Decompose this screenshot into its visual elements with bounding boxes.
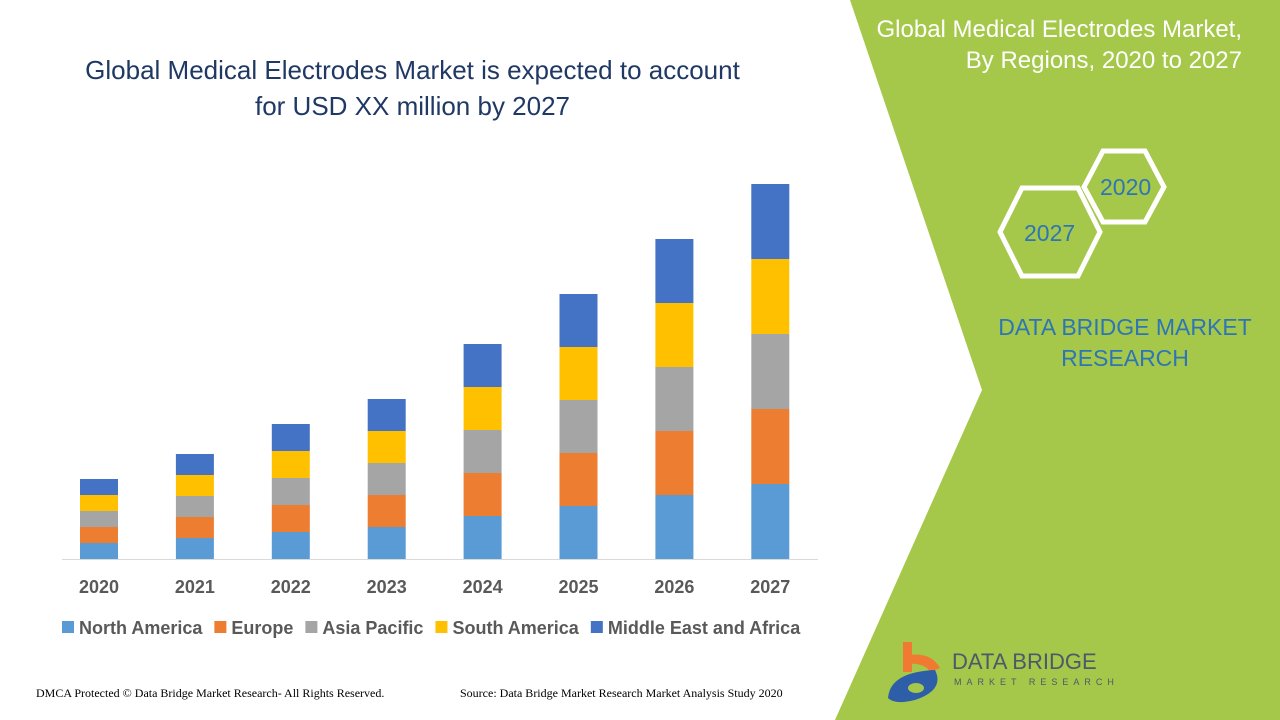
bar-segment-2020-asia-pacific [80, 511, 118, 527]
chart-title: Global Medical Electrodes Market is expe… [40, 52, 785, 124]
legend-label: Asia Pacific [322, 618, 423, 638]
bar-segment-2022-asia-pacific [271, 478, 310, 505]
bar-segment-2024-north-america [463, 516, 502, 559]
hexagon-2027 [997, 185, 1103, 279]
bar-segment-2027-south-america [751, 259, 790, 334]
x-tick-label: 2021 [175, 577, 215, 597]
data-bridge-logo-icon [888, 642, 940, 703]
legend-swatch [62, 621, 74, 633]
bar-segment-2027-europe [751, 409, 790, 484]
x-tick-label: 2025 [558, 577, 598, 597]
bar-segment-2026-south-america [655, 303, 694, 367]
brand-text: DATA BRIDGE MARKET RESEARCH [985, 312, 1265, 374]
bar-segment-2023-south-america [367, 431, 406, 463]
bar-segment-2026-europe [655, 431, 694, 495]
stacked-bar-chart: 2020 2021 2022 2023 2024 2025 2026 2027 North Am… [62, 184, 818, 638]
bar-segment-2020-europe [80, 527, 118, 543]
bar-segment-2024-europe [463, 473, 502, 516]
hexagon-2020 [1081, 148, 1167, 225]
bar-segment-2025-south-america [559, 347, 598, 400]
legend-label: Middle East and Africa [608, 618, 801, 638]
bar-segment-2022-middle-east-and-africa [271, 424, 310, 451]
panel-title-line-2: By Regions, 2020 to 2027 [965, 47, 1242, 74]
x-tick-label: 2023 [367, 577, 407, 597]
bar-segment-2027-middle-east-and-africa [751, 184, 790, 259]
bar-segment-2026-asia-pacific [655, 367, 694, 431]
bar-segment-2025-north-america [559, 506, 598, 559]
legend-swatch [214, 621, 227, 633]
bar-segment-2023-asia-pacific [367, 463, 406, 495]
bar-segment-2020-middle-east-and-africa [80, 479, 118, 495]
bar-segment-2025-asia-pacific [559, 400, 598, 453]
footer-source: Source: Data Bridge Market Research Mark… [460, 686, 783, 700]
bar-segment-2021-middle-east-and-africa [175, 454, 214, 475]
bar-segment-2021-europe [175, 517, 214, 538]
x-tick-label: 2027 [750, 577, 790, 597]
bar-segment-2027-asia-pacific [751, 334, 790, 409]
bar-segment-2026-middle-east-and-africa [655, 239, 694, 303]
x-tick-label: 2024 [463, 577, 503, 597]
bar-segment-2022-south-america [271, 451, 310, 478]
brand-line-1: DATA BRIDGE MARKET [998, 314, 1252, 340]
panel-title-line-1: Global Medical Electrodes Market, [876, 16, 1242, 43]
hex-label-2027: 2027 [1024, 220, 1076, 246]
bar-segment-2027-north-america [751, 484, 790, 559]
legend-label: South America [452, 618, 579, 638]
x-tick-label: 2026 [654, 577, 694, 597]
bar-segment-2021-asia-pacific [175, 496, 214, 517]
panel-title: Global Medical Electrodes Market, By Reg… [842, 14, 1242, 76]
bar-segment-2023-middle-east-and-africa [367, 399, 406, 431]
bar-segment-2024-asia-pacific [463, 430, 502, 473]
bar-segment-2024-south-america [463, 387, 502, 430]
bar-segment-2022-europe [271, 505, 310, 532]
bar-segment-2025-europe [559, 453, 598, 506]
legend-swatch [435, 621, 448, 633]
logo-text: DATA BRIDGE [952, 649, 1097, 674]
bar-segment-2023-north-america [367, 527, 406, 559]
bar-segment-2021-south-america [175, 475, 214, 496]
hex-label-2020: 2020 [1100, 174, 1152, 200]
legend-swatch [590, 621, 603, 633]
x-tick-label: 2020 [79, 577, 119, 597]
title-line-1: Global Medical Electrodes Market is expe… [85, 55, 740, 85]
bar-segment-2020-south-america [80, 495, 118, 511]
bar-segment-2026-north-america [655, 495, 694, 559]
legend-swatch [305, 621, 318, 633]
logo-subtext: MARKET RESEARCH [954, 677, 1119, 687]
bar-segment-2022-north-america [271, 532, 310, 559]
legend-label: North America [79, 618, 203, 638]
bar-segment-2020-north-america [80, 543, 118, 559]
brand-line-2: RESEARCH [1061, 345, 1189, 371]
bar-segment-2023-europe [367, 495, 406, 527]
bar-segment-2024-middle-east-and-africa [463, 344, 502, 387]
footer-copyright: DMCA Protected © Data Bridge Market Rese… [36, 686, 385, 700]
legend-label: Europe [231, 618, 293, 638]
bar-segment-2021-north-america [175, 538, 214, 559]
green-side-panel [835, 0, 1280, 720]
title-line-2: for USD XX million by 2027 [254, 91, 571, 121]
bar-segment-2025-middle-east-and-africa [559, 294, 598, 347]
x-tick-label: 2022 [271, 577, 311, 597]
